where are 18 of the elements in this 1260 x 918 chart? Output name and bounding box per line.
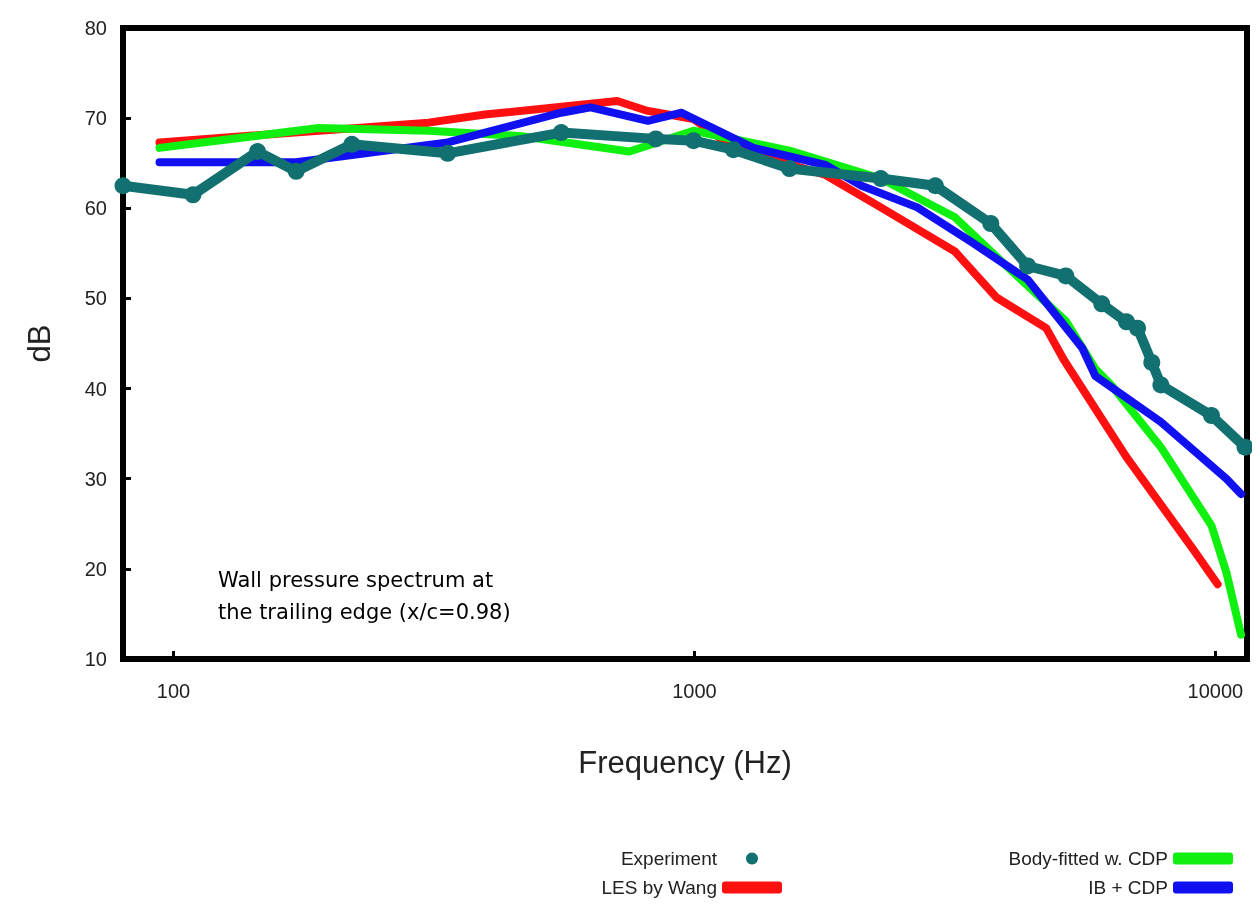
x-tick-label: 1000	[672, 680, 717, 702]
x-tick-label: 100	[156, 680, 191, 702]
legend-label: IB + CDP	[1088, 877, 1168, 898]
y-tick-label: 80	[84, 17, 107, 39]
x-axis-title: Frequency (Hz)	[578, 745, 792, 780]
legend-label: LES by Wang	[601, 877, 717, 898]
legend-label: Experiment	[620, 848, 718, 869]
legend-label: Body-fitted w. CDP	[1008, 848, 1168, 869]
y-tick-label: 60	[84, 197, 107, 220]
annotation: Wall pressure spectrum at the trailing edge (x/c=0.98)	[218, 568, 511, 624]
y-tick-label: 20	[84, 557, 107, 580]
y-tick-label: 40	[84, 377, 107, 400]
y-tick-label: 50	[84, 287, 107, 310]
y-tick-label: 10	[84, 648, 107, 670]
x-tick-label: 10000	[1187, 680, 1244, 702]
y-tick-label: 70	[84, 107, 107, 130]
y-axis-title: dB	[22, 324, 57, 363]
y-tick-label: 30	[84, 467, 107, 490]
